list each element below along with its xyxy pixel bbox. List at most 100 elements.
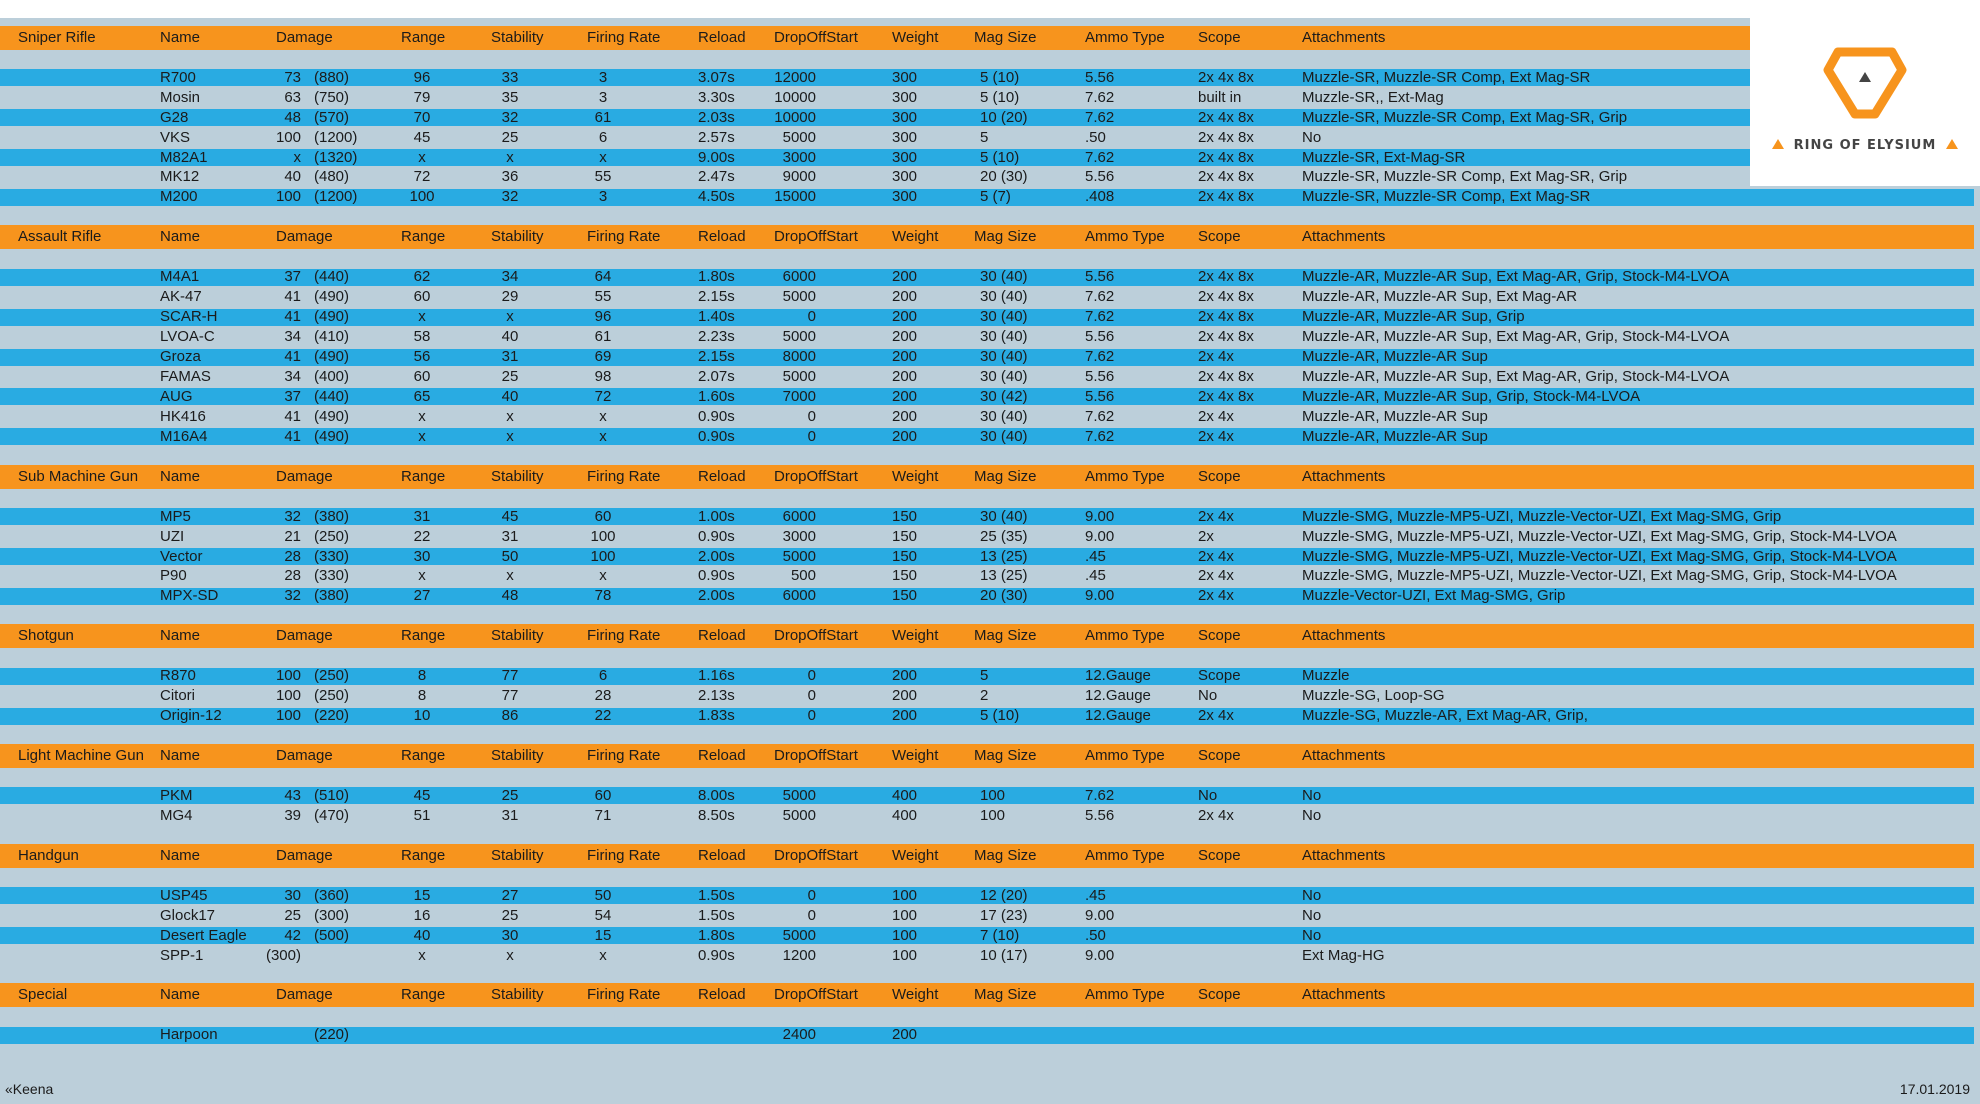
row-band — [0, 508, 1974, 526]
range: x — [418, 407, 426, 425]
firing-rate: 55 — [594, 288, 612, 306]
reload: 1.80s — [698, 926, 735, 944]
dropoff-start: 5000 — [782, 806, 816, 824]
logo-emblem — [1823, 47, 1907, 119]
damage-max: (750) — [314, 88, 350, 106]
damage: 32 — [284, 587, 301, 605]
column-header: Attachments — [1302, 627, 1386, 645]
row-band — [0, 1026, 1974, 1044]
scope: 2x 4x — [1198, 547, 1234, 565]
column-header: Weight — [892, 627, 939, 645]
mag-size: 5 (10) — [980, 68, 1020, 86]
mag-size: 30 (40) — [980, 407, 1028, 425]
attachments: Muzzle-SMG, Muzzle-MP5-UZI, Muzzle-Vecto… — [1302, 547, 1897, 565]
range: 30 — [413, 547, 431, 565]
mag-size: 10 (17) — [980, 946, 1028, 964]
column-header: Reload — [698, 28, 746, 46]
weight: 200 — [892, 667, 918, 685]
mag-size: 20 (30) — [980, 587, 1028, 605]
attachments: Muzzle-SR, Muzzle-SR Comp, Ext Mag-SR — [1302, 68, 1591, 86]
reload: 2.00s — [698, 547, 735, 565]
ammo-type: 7.62 — [1085, 348, 1115, 365]
stability: x — [506, 567, 514, 585]
name: VKS — [160, 128, 191, 146]
column-header: Name — [160, 986, 201, 1004]
scope: 2x — [1198, 527, 1214, 545]
attachments: No — [1302, 786, 1322, 804]
firing-rate: 64 — [594, 268, 612, 286]
damage: 100 — [275, 188, 301, 206]
stability: 86 — [501, 707, 519, 725]
damage: 37 — [284, 268, 301, 286]
column-header: Scope — [1198, 747, 1241, 764]
damage-max: (570) — [314, 108, 350, 126]
firing-rate: 3 — [598, 68, 608, 86]
attachments: No — [1302, 886, 1322, 904]
column-header: Range — [401, 28, 446, 46]
reload: 2.13s — [698, 687, 735, 705]
column-header: Scope — [1198, 846, 1241, 864]
dropoff-start: 10000 — [774, 88, 816, 106]
column-header: Name — [160, 627, 201, 645]
stability: 25 — [501, 906, 519, 924]
ammo-type: 5.56 — [1085, 806, 1115, 824]
weight: 200 — [892, 1026, 918, 1044]
column-header: Attachments — [1302, 228, 1386, 246]
damage-max: (380) — [314, 587, 350, 605]
damage: x — [293, 148, 302, 166]
dropoff-start: 8000 — [782, 348, 816, 365]
stability: 34 — [501, 268, 519, 286]
mag-size: 7 (10) — [980, 926, 1020, 944]
damage: 28 — [284, 567, 301, 585]
damage-max: (880) — [314, 68, 350, 86]
stability: x — [506, 427, 514, 445]
name: Glock17 — [160, 906, 216, 924]
ammo-type: 7.62 — [1085, 427, 1115, 445]
range: x — [418, 308, 426, 326]
reload: 2.57s — [698, 128, 735, 146]
ammo-type: 7.62 — [1085, 148, 1115, 166]
weight: 300 — [892, 108, 918, 126]
damage: 63 — [284, 88, 301, 106]
weight: 200 — [892, 328, 918, 346]
scope: 2x 4x 8x — [1198, 288, 1254, 306]
damage-max: (490) — [314, 288, 350, 306]
damage: 41 — [284, 348, 301, 365]
stability: 25 — [501, 786, 519, 804]
reload: 0.90s — [698, 946, 735, 964]
weight: 200 — [892, 407, 918, 425]
firing-rate: 3 — [598, 188, 608, 206]
row-band — [0, 308, 1974, 326]
ammo-type: .50 — [1085, 926, 1106, 944]
column-header: Damage — [276, 846, 333, 864]
scope: 2x 4x 8x — [1198, 188, 1254, 206]
weight: 300 — [892, 68, 918, 86]
column-header: Weight — [892, 986, 939, 1004]
weight: 200 — [892, 427, 918, 445]
column-header: Stability — [491, 747, 544, 764]
attachments: Muzzle-SMG, Muzzle-MP5-UZI, Muzzle-Vecto… — [1302, 567, 1897, 585]
mag-size: 30 (40) — [980, 367, 1028, 385]
name: M200 — [160, 188, 198, 206]
dropoff-start: 0 — [807, 667, 816, 685]
column-header: Firing Rate — [587, 986, 661, 1004]
reload: 1.80s — [698, 268, 735, 286]
range: 70 — [413, 108, 431, 126]
stability: 33 — [501, 68, 519, 86]
damage: 41 — [284, 308, 301, 326]
scope: 2x 4x 8x — [1198, 367, 1254, 385]
name: MPX-SD — [160, 587, 219, 605]
column-header: Firing Rate — [587, 28, 661, 46]
column-header: Attachments — [1302, 467, 1386, 485]
damage: 48 — [284, 108, 301, 126]
range: 60 — [413, 288, 431, 306]
scope: built in — [1198, 88, 1242, 106]
reload: 1.83s — [698, 707, 735, 725]
name: R870 — [160, 667, 196, 685]
stability: x — [506, 946, 514, 964]
damage-max: (330) — [314, 547, 350, 565]
column-header: Weight — [892, 28, 939, 46]
name: M4A1 — [160, 268, 200, 286]
name: Origin-12 — [160, 707, 222, 725]
name: M16A4 — [160, 427, 208, 445]
